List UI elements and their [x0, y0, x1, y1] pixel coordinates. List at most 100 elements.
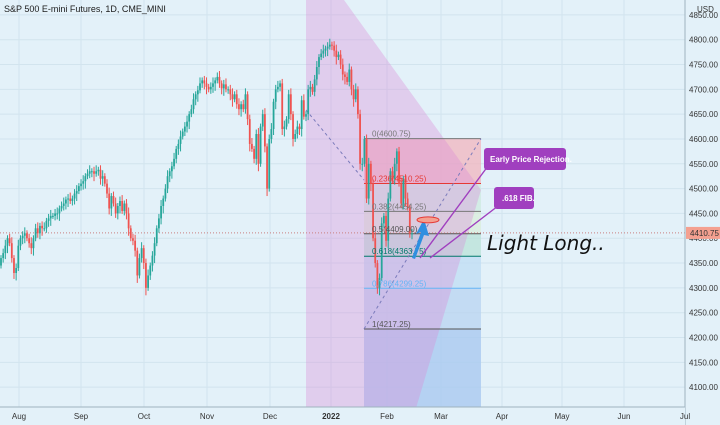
candle-body — [41, 225, 43, 229]
candle-body — [36, 228, 39, 234]
candle-body — [214, 80, 217, 84]
candle-body — [328, 44, 331, 47]
price-tick-label: 4350.00 — [689, 259, 718, 268]
candle-body — [56, 213, 59, 215]
fib-zone — [364, 183, 481, 212]
callout-box-fib[interactable] — [494, 187, 534, 209]
price-axis[interactable]: 4100.00 4150.00 4200.00 4250.00 4300.00 4350.… — [684, 0, 720, 425]
candle-body — [209, 86, 212, 90]
up-arrow-icon — [412, 219, 429, 259]
annotation-layer: Early Price Rejection. .618 FIB. Light L… — [412, 148, 605, 259]
candle-body — [112, 196, 115, 204]
note-light-long: Light Long.. — [487, 231, 605, 255]
candle-body — [400, 183, 403, 204]
candle-body — [90, 171, 93, 173]
rejection-oval — [416, 216, 440, 224]
fib-trend-diagonal — [363, 138, 482, 330]
price-tick-label: 4600.00 — [689, 135, 718, 144]
candle-body — [177, 143, 180, 149]
fib-zone-extension — [364, 328, 481, 407]
candle-body — [389, 171, 392, 199]
candle-body — [266, 146, 268, 189]
candle-body — [194, 94, 197, 100]
candle-body — [136, 250, 139, 276]
candle-body — [6, 238, 9, 246]
candle-body — [374, 238, 377, 264]
candle-body — [344, 74, 346, 77]
candle-body — [382, 215, 385, 224]
candle-body — [86, 173, 89, 177]
candle-body — [201, 80, 204, 84]
candle-body — [333, 45, 336, 51]
candle-body — [387, 198, 390, 241]
candle-body — [129, 228, 132, 239]
candle-body — [302, 100, 305, 117]
candlestick-series — [0, 38, 413, 296]
candle-body — [363, 138, 366, 164]
candle-body — [166, 176, 169, 189]
candle-body — [8, 238, 11, 244]
candle-body — [93, 171, 95, 174]
candle-body — [97, 169, 100, 172]
price-tick-label: 4750.00 — [689, 61, 718, 70]
time-tick-label: Nov — [200, 412, 214, 421]
price-tick-label: 4150.00 — [689, 358, 718, 367]
last-price-tag — [686, 226, 720, 239]
fib-zones — [364, 138, 481, 407]
candle-body — [43, 228, 46, 230]
price-tick-label: 4450.00 — [689, 209, 718, 218]
candle-body — [337, 54, 340, 58]
candle-body — [287, 94, 290, 120]
candle-body — [134, 240, 137, 251]
price-tick-label: 4250.00 — [689, 309, 718, 318]
callout-text-fib: .618 FIB. — [502, 194, 535, 203]
candle-body — [365, 138, 368, 199]
candle-body — [125, 203, 128, 214]
candle-body — [138, 258, 141, 276]
candle-body — [264, 114, 266, 147]
candle-body — [341, 64, 344, 75]
candle-body — [99, 169, 102, 179]
time-axis-bg — [0, 407, 685, 425]
candle-body — [279, 83, 281, 87]
currency-label: USD — [697, 5, 714, 14]
fib-level-label: 0.5(4409.00) — [372, 225, 418, 234]
candle-body — [354, 89, 357, 100]
candle-body — [294, 134, 297, 139]
candle-body — [80, 183, 82, 187]
time-axis[interactable]: Aug Sep Oct Nov Dec 2022 Feb Mar Apr May Jun Jul — [0, 406, 690, 425]
candle-body — [339, 54, 342, 65]
candle-body — [270, 129, 273, 139]
candle-body — [183, 126, 186, 132]
price-tick-label: 4650.00 — [689, 110, 718, 119]
candle-body — [218, 76, 221, 84]
fib-zone — [364, 256, 481, 289]
candle-body — [216, 76, 219, 81]
time-tick-label: Apr — [496, 412, 509, 421]
candle-body — [229, 89, 232, 95]
candle-body — [88, 171, 91, 174]
callout-box-rejection[interactable] — [484, 148, 566, 170]
candle-body — [67, 198, 69, 200]
callout-arrow-fib — [429, 205, 499, 259]
candle-body — [77, 186, 80, 192]
time-tick-label: Jun — [618, 412, 631, 421]
candle-body — [335, 50, 338, 58]
candle-body — [17, 245, 20, 269]
candle-body — [108, 193, 111, 209]
candle-body — [147, 275, 149, 288]
candle-body — [324, 48, 327, 51]
candle-body — [151, 255, 154, 266]
candle-body — [119, 201, 121, 206]
candle-body — [160, 205, 162, 219]
time-tick-label: Aug — [12, 412, 26, 421]
candle-body — [331, 44, 333, 46]
callout-arrow-rejection — [419, 165, 489, 259]
candle-body — [207, 86, 210, 90]
callout-text-rejection: Early Price Rejection. — [490, 155, 572, 164]
time-tick-label: Mar — [434, 412, 448, 421]
candle-body — [298, 126, 301, 130]
candle-body — [222, 84, 225, 89]
candle-body — [376, 263, 379, 288]
